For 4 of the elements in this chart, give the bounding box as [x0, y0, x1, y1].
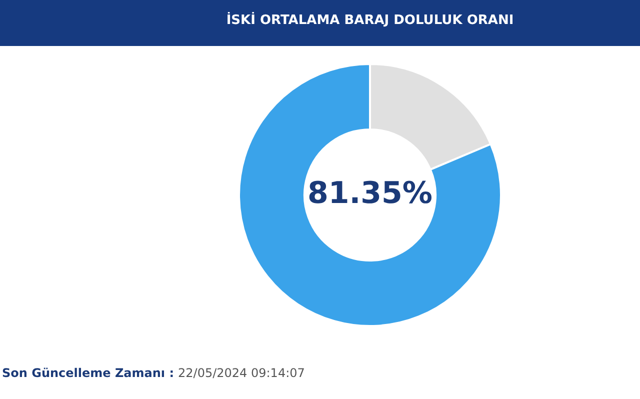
chart-title: İSKİ ORTALAMA BARAJ DOLULUK ORANI [225, 13, 515, 28]
text: Son Güncelleme Zamanı : [2, 366, 174, 380]
text: 22/05/2024 09:14:07 [178, 366, 305, 380]
data-label: 81.35% [308, 176, 432, 211]
